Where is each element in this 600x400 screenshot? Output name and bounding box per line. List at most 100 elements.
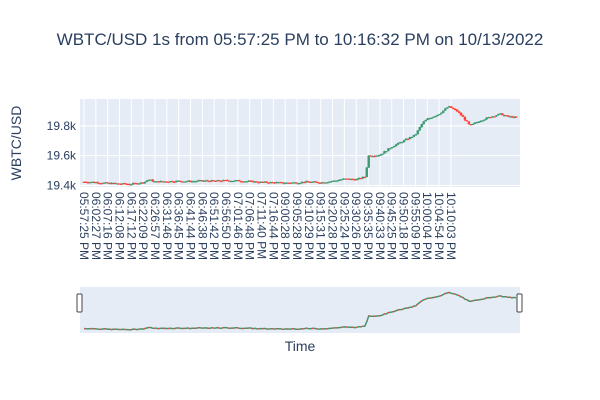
candle-body — [151, 179, 154, 182]
candle-body — [120, 183, 123, 185]
candle-body — [218, 180, 221, 182]
candle-body — [400, 142, 404, 144]
x-tick-label: 09:20:28 PM — [326, 192, 340, 260]
candle-body — [408, 137, 412, 140]
candle-body — [473, 122, 476, 124]
candle-body — [114, 182, 117, 185]
candle-body — [424, 120, 427, 122]
candle-body — [149, 179, 152, 181]
x-tick-label: 09:25:24 PM — [337, 192, 351, 260]
candle-body — [475, 122, 478, 124]
x-tick-label: 06:26:57 PM — [148, 192, 162, 260]
candle-body — [367, 155, 370, 168]
candle-body — [459, 112, 463, 116]
candle-body — [261, 181, 264, 183]
candle-body — [157, 181, 160, 183]
candle-body — [143, 181, 147, 184]
candle-body — [314, 181, 317, 183]
candle-body — [163, 181, 166, 183]
candle-body — [312, 181, 315, 183]
x-tick-label: 09:55:09 PM — [408, 192, 422, 260]
candle-body — [200, 180, 204, 182]
candle-body — [369, 155, 372, 157]
candle-body — [463, 116, 467, 121]
candle-body — [448, 106, 451, 108]
candle-body — [202, 180, 205, 182]
candle-body — [432, 116, 435, 118]
candle-body — [96, 182, 99, 184]
candle-body — [506, 115, 510, 117]
x-tick-label: 09:00:28 PM — [278, 192, 292, 260]
x-axis-title: Time — [285, 338, 316, 354]
x-tick-label: 06:31:46 PM — [160, 192, 174, 260]
candle-body — [273, 182, 276, 184]
candle-body — [402, 140, 406, 143]
x-tick-label: 06:36:45 PM — [172, 192, 186, 260]
candle-body — [442, 110, 445, 113]
candle-body — [363, 176, 366, 179]
candle-body — [102, 182, 105, 184]
candle-body — [510, 116, 514, 118]
candle-body — [186, 180, 190, 182]
candle-body — [194, 181, 198, 183]
candle-body — [204, 180, 207, 182]
candle-body — [514, 116, 518, 118]
y-tick-label: 19.6k — [47, 149, 77, 163]
candle-body — [283, 183, 286, 185]
x-tick-label: 06:12:08 PM — [113, 192, 127, 260]
candle-body — [129, 184, 133, 186]
candle-body — [440, 112, 443, 115]
candle-body — [90, 181, 94, 184]
candle-body — [503, 115, 506, 117]
candle-body — [288, 182, 292, 185]
candle-body — [175, 180, 178, 182]
candle-body — [145, 180, 149, 182]
candle-body — [141, 182, 145, 184]
y-axis-title: WBTC/USD — [8, 106, 24, 181]
candle-body — [353, 179, 357, 181]
candle-body — [212, 180, 215, 182]
candle-body — [253, 181, 257, 183]
candle-body — [361, 176, 365, 179]
candle-body — [147, 179, 150, 181]
range-slider-right-handle[interactable] — [516, 293, 523, 313]
x-tick-label: 10:00:04 PM — [420, 192, 434, 260]
range-slider[interactable] — [80, 287, 520, 333]
candle-body — [451, 107, 455, 110]
candle-body — [373, 155, 376, 158]
candle-body — [210, 180, 213, 182]
candle-body — [188, 180, 192, 182]
candle-body — [108, 182, 111, 185]
candle-body — [214, 180, 217, 182]
candle-body — [343, 178, 347, 180]
candle-body — [230, 180, 233, 183]
x-tick-label: 09:15:31 PM — [314, 192, 328, 260]
grid-lines — [80, 99, 520, 187]
candle-body — [249, 180, 253, 182]
x-tick-label: 09:05:28 PM — [290, 192, 304, 260]
candle-body — [245, 181, 249, 183]
candle-body — [501, 113, 504, 116]
candle-body — [347, 178, 351, 180]
candle-body — [165, 181, 168, 183]
candle-body — [281, 182, 284, 184]
range-slider-left-handle[interactable] — [76, 293, 83, 313]
candle-body — [265, 181, 268, 183]
x-tick-label: 09:45:25 PM — [385, 192, 399, 260]
candle-body — [133, 183, 137, 185]
candle-body — [391, 147, 394, 149]
candle-body — [267, 182, 270, 184]
candle-body — [122, 183, 125, 185]
plot-background — [80, 99, 520, 187]
candle-body — [330, 181, 333, 183]
candle-body — [116, 183, 119, 185]
candle-body — [271, 182, 274, 184]
x-tick-label: 06:51:42 PM — [207, 192, 221, 260]
candle-body — [294, 182, 298, 184]
candle-body — [469, 124, 473, 126]
candle-body — [487, 117, 490, 119]
candle-body — [414, 134, 418, 136]
candle-body — [239, 181, 243, 183]
candle-body — [349, 178, 353, 181]
